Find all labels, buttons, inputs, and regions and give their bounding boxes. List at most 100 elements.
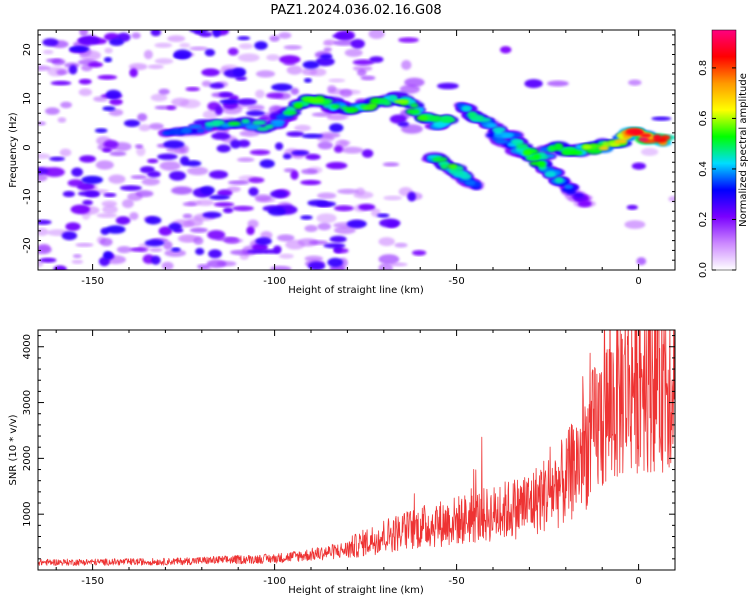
spectrogram-cell (501, 133, 513, 138)
colorbar-frame (711, 29, 737, 271)
spectrogram-cell (341, 146, 364, 154)
spectrogram-cell (149, 123, 164, 130)
spectrogram-cell (105, 89, 122, 100)
spectrogram-cell (252, 120, 266, 126)
spectrogram-cell (78, 78, 92, 85)
spectrogram-cell (60, 101, 72, 109)
spectrogram-cell (246, 249, 269, 254)
spectrogram-cell (636, 257, 647, 266)
spectrogram-cell (57, 117, 67, 123)
spectrogram-cell (79, 30, 89, 37)
spectrogram-cell (524, 79, 543, 89)
spectrogram-cell (515, 143, 529, 150)
spectrogram-x-tick-label: 0 (635, 276, 641, 287)
spectrogram-cell (247, 219, 259, 229)
spectrogram-cell (103, 140, 119, 149)
spectrogram-cell (282, 153, 292, 160)
spectrogram-cell (394, 99, 410, 104)
spectrogram-cell (401, 60, 412, 70)
spectrogram-cell (334, 226, 356, 235)
spectrogram-cell (389, 95, 398, 102)
spectrogram-cell (271, 83, 293, 92)
spectrogram-cell (290, 170, 299, 180)
spectrogram-cell (437, 82, 459, 90)
spectrogram-cell (38, 121, 46, 126)
spectrogram-cell (500, 46, 512, 54)
spectrogram-cell (97, 74, 118, 80)
spectrogram-cell (168, 128, 185, 136)
spectrogram-cell (147, 158, 159, 164)
spectrogram-cell (204, 48, 216, 57)
spectrogram-cell (214, 105, 224, 116)
spectrogram-y-tick-label: 10 (22, 92, 33, 105)
spectrogram-cell (195, 247, 205, 256)
spectrogram-cell (71, 167, 83, 177)
spectrogram-cell (631, 162, 647, 170)
spectrogram-cell (216, 144, 231, 153)
spectrogram-cell (94, 128, 108, 134)
spectrogram-cell (614, 139, 628, 144)
spectrogram-cell (300, 215, 313, 220)
spectrogram-cell (332, 33, 352, 39)
spectrogram-cell (78, 35, 100, 46)
colorbar-tick-label: 0.8 (698, 60, 709, 76)
spectrogram-cell (61, 231, 78, 241)
spectrogram-cell (358, 203, 376, 211)
spectrogram-cell (300, 179, 322, 186)
snr-frame (37, 329, 676, 571)
spectrogram-cell (77, 190, 99, 197)
spectrogram-cell (171, 186, 193, 195)
spectrogram-cell (329, 123, 344, 133)
spectrogram-cell (123, 119, 141, 128)
spectrogram-cell (333, 40, 355, 46)
spectrogram-cell (71, 259, 84, 264)
snr-x-tick-label: 0 (635, 576, 641, 587)
spectrogram-cell (376, 213, 390, 218)
spectrogram-cell (119, 185, 142, 191)
spectrogram-cell (651, 116, 672, 121)
spectrogram-cell (333, 145, 344, 153)
spectrogram-cell (320, 54, 333, 60)
spectrogram-cell (270, 119, 286, 125)
spectrogram-cell (291, 150, 309, 156)
spectrogram-cell (246, 226, 255, 236)
spectrogram-cell (412, 250, 427, 256)
spectrogram-cell (103, 251, 113, 260)
spectrogram-cell (137, 113, 148, 122)
spectrogram-cell (394, 242, 408, 248)
spectrogram-cell (247, 104, 265, 111)
spectrogram-cell (432, 121, 447, 128)
spectrogram-cell (256, 126, 269, 132)
snr-y-label: SNR (10 * v/v) (8, 414, 19, 485)
snr-x-axis: -150 -100 -50 0 (55, 330, 676, 587)
spectrogram-x-tick-label: -150 (81, 276, 104, 287)
spectrogram-cell (131, 32, 141, 39)
spectrogram-cell (640, 147, 659, 156)
spectrogram-cell (227, 121, 241, 126)
spectrogram-cell (237, 157, 255, 162)
spectrogram-cell (169, 171, 186, 181)
spectrogram-cell (345, 107, 359, 113)
spectrogram-cell (109, 38, 124, 46)
spectrogram-cell (407, 191, 417, 202)
spectrogram-cell (334, 205, 354, 212)
spectrogram-cell (344, 48, 363, 57)
spectrogram-cell (303, 78, 312, 83)
spectrogram-cell (248, 187, 259, 197)
spectrogram-cell (255, 237, 272, 246)
spectrogram-cell (102, 205, 118, 214)
spectrogram-cell (561, 150, 572, 156)
spectrogram-cell (249, 149, 271, 156)
spectrogram-cell (88, 61, 103, 68)
spectrogram-cell (308, 261, 326, 270)
spectrogram-cell (297, 238, 319, 247)
spectrogram-cell (150, 93, 168, 102)
colorbar: 0.0 0.2 0.4 0.6 0.8 Normalized spectral ampl… (698, 29, 749, 278)
spectrogram-cell (307, 199, 328, 207)
spectrogram-cell (136, 146, 146, 157)
spectrogram-cell (161, 261, 174, 270)
spectrogram-cell (42, 49, 54, 55)
spectrogram-cell (38, 167, 49, 175)
spectrogram-cell (171, 247, 181, 252)
spectrogram-cell (328, 78, 346, 83)
